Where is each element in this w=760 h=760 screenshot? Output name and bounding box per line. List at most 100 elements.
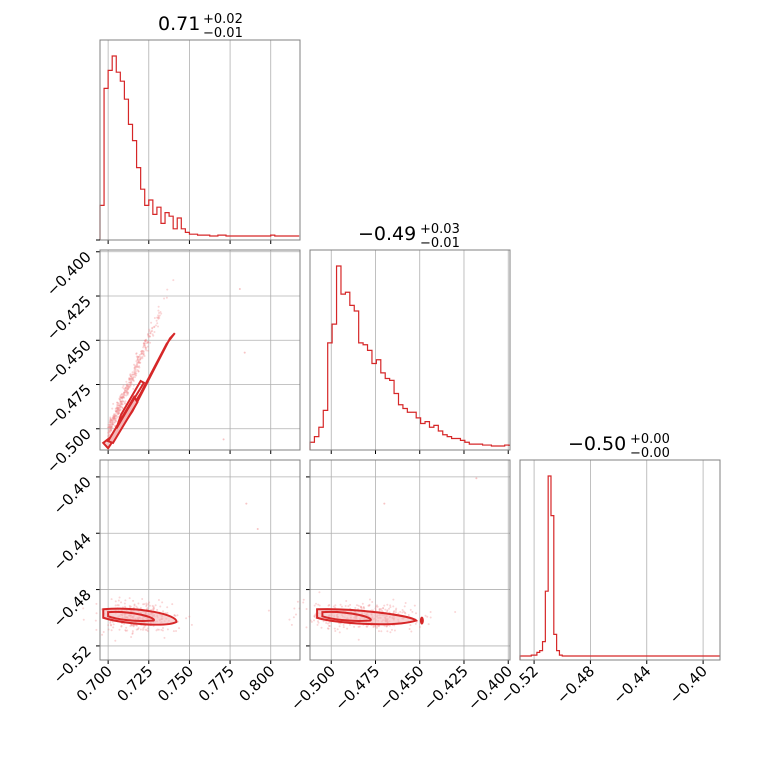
scatter-p2-p1-point [454,610,457,613]
hist-p2-xtick-label-1: −0.48 [553,662,598,707]
scatter-p1-p0-point [120,402,123,405]
scatter-p1-p0-point [108,426,111,429]
hist-p0-frame [99,39,301,241]
scatter-p1-p0-point [109,417,112,420]
scatter-p2-p0-point [148,601,151,604]
scatter-p1-p0-point [109,424,112,427]
scatter-p2-p1-point [354,606,357,609]
scatter-p1-p0-point [110,429,113,432]
scatter-p2-p1-point [399,610,402,613]
scatter-p1-p0-point [122,396,125,399]
scatter-p1-p0-point [116,403,119,406]
scatter-p2-p0-xtick-label-2: 0.750 [154,662,197,705]
scatter-p1-p0-point [131,376,134,379]
scatter-p1-p0-point [117,402,120,405]
scatter-p2-p0-frame [99,459,301,661]
scatter-p2-p0-point [114,639,117,642]
scatter-p1-p0-point [133,363,136,366]
scatter-p1-p0-point [126,386,129,389]
scatter-p1-p0-point [134,368,137,371]
scatter-p2-p1-point [397,612,400,615]
scatter-p2-p0-point [142,628,145,631]
scatter-p1-p0-point [119,398,122,401]
scatter-p1-p0-frame [99,249,301,451]
scatter-p1-p0-point [114,409,117,412]
scatter-p2-p1-outlier-0 [383,502,386,505]
scatter-p1-p0-point [140,352,143,355]
hist-p0-histogram-line [99,55,300,240]
scatter-p2-p1-point [313,614,316,617]
scatter-p1-p0-point [132,379,135,382]
scatter-p2-p1-point [386,603,389,606]
scatter-p2-p1-point [353,625,356,628]
scatter-p1-p0-point [123,391,126,394]
scatter-p1-p0-point [148,335,151,338]
scatter-p1-p0-point [127,391,130,394]
scatter-p1-p0-point [117,407,120,410]
scatter-p1-p0-point [114,414,117,417]
scatter-p1-p0-point [157,316,160,319]
scatter-p2-p0-point [107,628,110,631]
scatter-p1-p0-point [112,417,115,420]
scatter-p1-p0-point [135,360,138,363]
scatter-p2-p1-point [360,606,363,609]
scatter-p1-p0-point [116,413,119,416]
scatter-p1-p0-point [126,393,129,396]
scatter-p1-p0-point [127,387,130,390]
scatter-p2-p1-point [380,630,383,633]
scatter-p2-p1-point [374,607,377,610]
scatter-p1-p0-point [135,352,138,355]
scatter-p2-p1-contour-island [419,616,424,625]
scatter-p1-p0-point [149,331,152,334]
scatter-p2-p1-point [393,610,396,613]
scatter-p1-p0-point [107,429,110,432]
scatter-p2-p0-point [109,623,112,626]
scatter-p1-p0-point [120,402,123,405]
scatter-p1-p0-point [157,305,160,308]
scatter-p1-p0-point [138,354,141,357]
scatter-p1-p0-point [151,327,154,330]
scatter-p1-p0-point [114,419,117,422]
scatter-p2-p1-point [334,630,337,633]
scatter-p2-p1-point [342,624,345,627]
scatter-p1-p0-point [125,386,128,389]
scatter-p1-p0-point [108,421,111,424]
scatter-p1-p0-point [156,316,159,319]
scatter-p1-p0-point [125,391,128,394]
scatter-p2-p1-point [407,614,410,617]
scatter-p2-p0-point [135,605,138,608]
scatter-p2-p0-point [142,603,145,606]
scatter-p1-p0-point [136,358,139,361]
scatter-p1-p0-point [159,311,162,314]
scatter-p2-p0-point [153,607,156,610]
scatter-p2-p1-point [288,618,291,621]
scatter-p1-p0-point [136,358,139,361]
scatter-p2-p1-point [393,629,396,632]
scatter-p2-p0-point [118,596,121,599]
scatter-p2-p1-point [338,625,341,628]
scatter-p2-p1-point [382,606,385,609]
scatter-p2-p1-point [386,630,389,633]
scatter-p2-p1-point [389,606,392,609]
scatter-p2-p0-ytick-label-1: −0.48 [50,586,95,631]
scatter-p1-p0-point [126,385,129,388]
scatter-p2-p1-point [429,611,432,614]
scatter-p1-p0-point [157,325,160,328]
scatter-p1-p0-point [114,410,117,413]
scatter-p1-p0-point [146,341,149,344]
scatter-p2-p1-point [376,605,379,608]
scatter-p2-p1-point [389,631,392,634]
scatter-p1-p0-point [131,373,134,376]
title-param-2-upper: +0.00 [630,432,670,447]
scatter-p1-p0-point [144,348,147,351]
scatter-p1-p0-point [136,361,139,364]
scatter-p1-p0-point [133,366,136,369]
scatter-p2-p1-point [375,604,378,607]
scatter-p1-p0-point [109,418,112,421]
scatter-p2-p1-point [392,611,395,614]
scatter-p1-p0-point [160,312,163,315]
scatter-p1-p0-point [124,388,127,391]
scatter-p1-p0-point [125,394,128,397]
scatter-p2-p1-point [392,605,395,608]
scatter-p1-p0-point [117,412,120,415]
